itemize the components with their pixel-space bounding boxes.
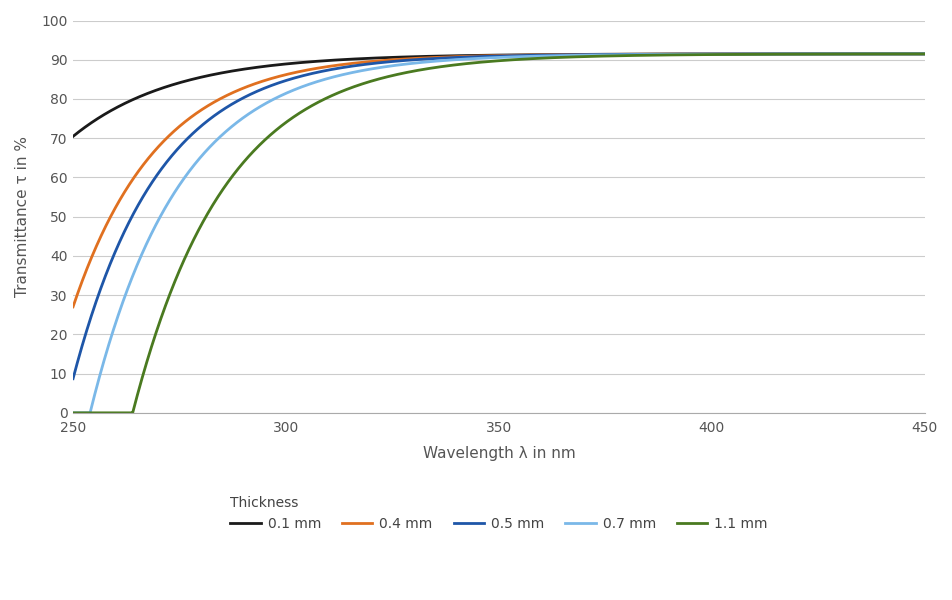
1.1 mm — [894, 50, 905, 58]
0.4 mm — [481, 52, 492, 59]
Legend: 0.1 mm, 0.4 mm, 0.5 mm, 0.7 mm, 1.1 mm: 0.1 mm, 0.4 mm, 0.5 mm, 0.7 mm, 1.1 mm — [225, 490, 772, 536]
0.5 mm — [110, 245, 122, 253]
0.1 mm — [110, 104, 122, 111]
Y-axis label: Transmittance τ in %: Transmittance τ in % — [15, 136, 30, 297]
0.1 mm — [481, 52, 492, 59]
0.7 mm — [110, 317, 122, 324]
0.7 mm — [893, 50, 904, 58]
0.5 mm — [459, 53, 470, 61]
0.4 mm — [68, 303, 79, 310]
0.7 mm — [68, 409, 79, 416]
1.1 mm — [918, 50, 929, 58]
0.1 mm — [918, 50, 929, 58]
0.4 mm — [893, 50, 904, 58]
0.5 mm — [737, 50, 748, 58]
0.4 mm — [459, 53, 470, 60]
0.5 mm — [68, 375, 79, 382]
X-axis label: Wavelength λ in nm: Wavelength λ in nm — [422, 446, 575, 461]
1.1 mm — [893, 50, 904, 58]
0.4 mm — [894, 50, 905, 58]
0.7 mm — [894, 50, 905, 58]
Line: 1.1 mm: 1.1 mm — [73, 54, 923, 413]
0.4 mm — [110, 202, 122, 209]
0.1 mm — [459, 52, 470, 59]
Line: 0.5 mm: 0.5 mm — [73, 54, 923, 379]
0.4 mm — [918, 50, 929, 58]
0.7 mm — [481, 55, 492, 62]
Line: 0.1 mm: 0.1 mm — [73, 54, 923, 136]
1.1 mm — [481, 58, 492, 65]
0.5 mm — [918, 50, 929, 58]
0.5 mm — [893, 50, 904, 58]
0.5 mm — [894, 50, 905, 58]
0.1 mm — [894, 50, 905, 58]
0.1 mm — [893, 50, 904, 58]
0.1 mm — [737, 50, 748, 58]
0.5 mm — [481, 53, 492, 60]
1.1 mm — [737, 51, 748, 58]
0.4 mm — [737, 50, 748, 58]
0.7 mm — [918, 50, 929, 58]
0.1 mm — [68, 133, 79, 140]
0.7 mm — [459, 56, 470, 63]
1.1 mm — [459, 60, 470, 67]
Line: 0.4 mm: 0.4 mm — [73, 54, 923, 307]
Line: 0.7 mm: 0.7 mm — [73, 54, 923, 413]
1.1 mm — [110, 409, 122, 416]
0.7 mm — [737, 50, 748, 58]
1.1 mm — [68, 409, 79, 416]
